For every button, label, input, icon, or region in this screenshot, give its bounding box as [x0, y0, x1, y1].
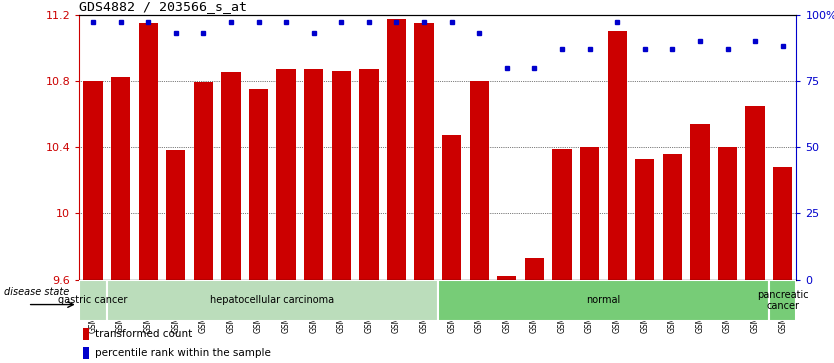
Bar	[607, 31, 627, 280]
Bar	[635, 159, 655, 280]
Bar	[332, 71, 351, 280]
Bar	[111, 77, 130, 280]
FancyBboxPatch shape	[438, 280, 769, 321]
FancyBboxPatch shape	[79, 280, 107, 321]
Bar	[83, 329, 89, 340]
Bar	[193, 82, 213, 280]
Text: gastric cancer: gastric cancer	[58, 295, 128, 305]
Bar	[663, 154, 682, 280]
FancyBboxPatch shape	[769, 280, 796, 321]
Bar	[138, 23, 158, 280]
Bar	[414, 23, 434, 280]
Bar	[442, 135, 461, 280]
Bar	[746, 106, 765, 280]
Text: pancreatic
cancer: pancreatic cancer	[757, 290, 808, 311]
Bar	[83, 81, 103, 280]
Bar	[166, 150, 185, 280]
Bar	[773, 167, 792, 280]
Bar	[221, 73, 240, 280]
Bar	[387, 20, 406, 280]
Bar	[691, 124, 710, 280]
Text: hepatocellular carcinoma: hepatocellular carcinoma	[210, 295, 334, 305]
Text: normal: normal	[586, 295, 620, 305]
Bar	[552, 149, 571, 280]
FancyBboxPatch shape	[107, 280, 438, 321]
Text: disease state: disease state	[4, 287, 69, 297]
Bar	[304, 69, 324, 280]
Bar	[276, 69, 296, 280]
Bar	[249, 89, 269, 280]
Bar	[83, 347, 89, 359]
Text: percentile rank within the sample: percentile rank within the sample	[95, 347, 271, 358]
Text: transformed count: transformed count	[95, 329, 193, 339]
Text: GDS4882 / 203566_s_at: GDS4882 / 203566_s_at	[79, 0, 247, 13]
Bar	[497, 276, 516, 280]
Bar	[470, 81, 489, 280]
Bar	[718, 147, 737, 280]
Bar	[359, 69, 379, 280]
Bar	[580, 147, 599, 280]
Bar	[525, 258, 544, 280]
